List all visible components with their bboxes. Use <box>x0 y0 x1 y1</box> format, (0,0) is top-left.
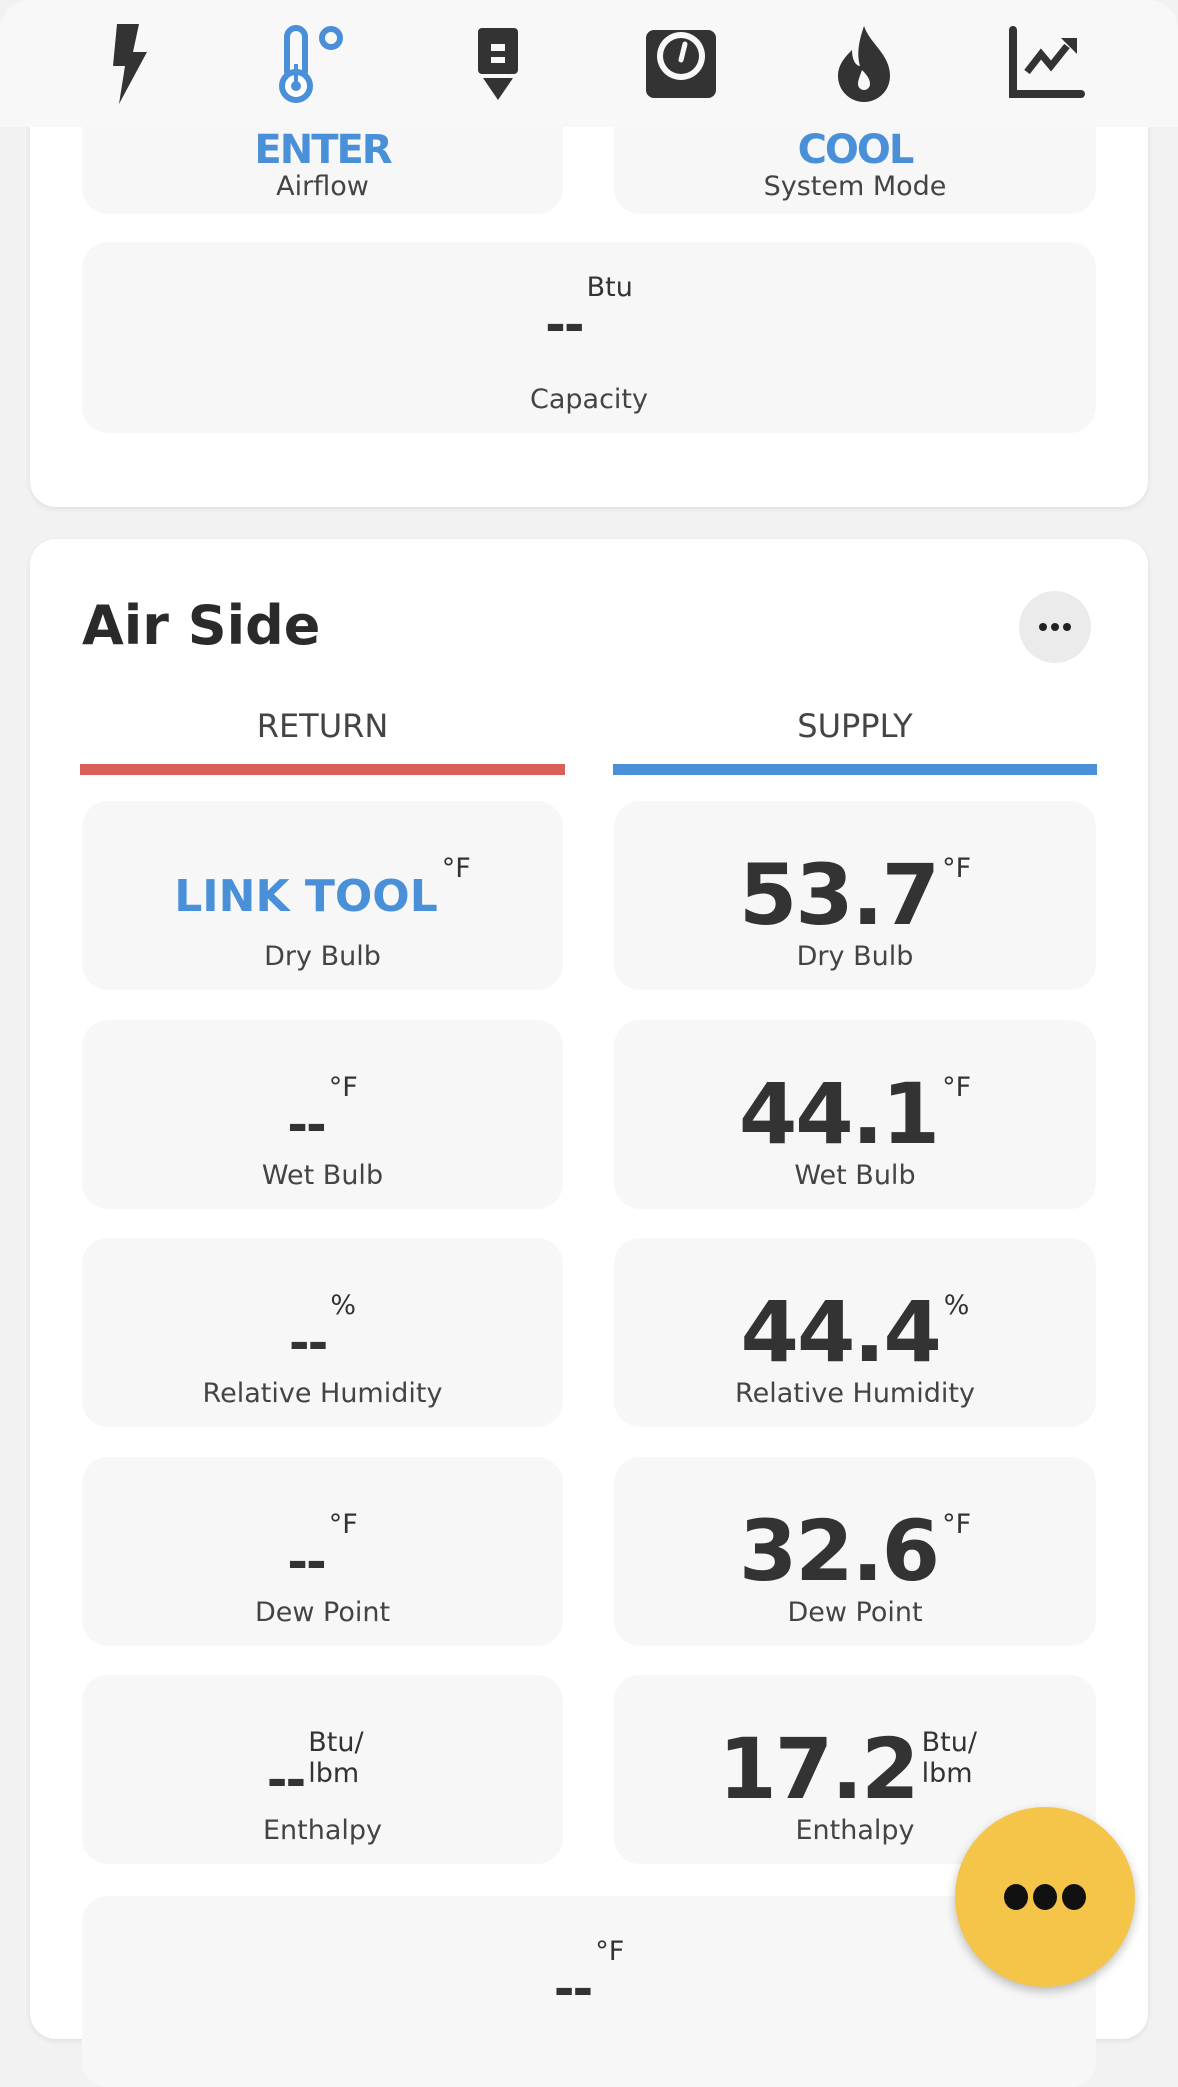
return-value: -- <box>266 1751 306 1809</box>
supply-wet-bulb-tile[interactable]: 44.1 °F Wet Bulb <box>614 1019 1096 1209</box>
bottom-tile[interactable]: -- °F <box>82 1896 1096 2087</box>
system-mode-value: COOL <box>797 127 915 173</box>
supply-label: Relative Humidity <box>735 1378 975 1409</box>
return-unit: °F <box>441 853 471 884</box>
supply-dew-point-tile[interactable]: 32.6 °F Dew Point <box>614 1456 1096 1646</box>
supply-enthalpy-tile[interactable]: 17.2 Btu/ lbm Enthalpy <box>614 1675 1096 1864</box>
bolt-icon[interactable] <box>92 23 172 104</box>
flame-icon[interactable] <box>824 24 904 104</box>
return-unit: Btu/ lbm <box>308 1727 364 1790</box>
return-label: Enthalpy <box>262 1815 383 1846</box>
supply-relative-humidity-tile[interactable]: 44.4% Relative Humidity <box>614 1238 1096 1427</box>
airflow-label: Airflow <box>276 171 369 202</box>
supply-unit: % <box>943 1290 970 1321</box>
return-relative-humidity-tile[interactable]: --% Relative Humidity <box>82 1238 563 1427</box>
probe-download-icon[interactable] <box>458 24 538 104</box>
supply-label: Dew Point <box>787 1596 923 1628</box>
return-enthalpy-tile[interactable]: -- Btu/ lbm Enthalpy <box>82 1675 563 1864</box>
supply-value: 44.4 <box>740 1283 942 1381</box>
return-dew-point-tile[interactable]: -- °F Dew Point <box>82 1456 563 1646</box>
return-value: LINK TOOL <box>174 871 438 922</box>
more-options-button[interactable] <box>1019 591 1091 663</box>
dot-icon <box>1033 1884 1057 1910</box>
supply-dry-bulb-tile[interactable]: 53.7 °F Dry Bulb <box>614 801 1096 990</box>
tab-supply[interactable]: SUPPLY <box>613 707 1097 775</box>
return-label: Wet Bulb <box>261 1159 384 1191</box>
return-dry-bulb-tile[interactable]: LINK TOOL °F Dry Bulb <box>82 801 563 990</box>
air-side-title: Air Side <box>82 594 321 657</box>
return-unit: % <box>330 1290 357 1321</box>
supply-label: Wet Bulb <box>794 1159 916 1191</box>
supply-unit: °F <box>942 853 972 884</box>
return-label: Dew Point <box>254 1596 391 1628</box>
return-unit: °F <box>328 1071 358 1103</box>
return-wet-bulb-tile[interactable]: -- °F Wet Bulb <box>82 1019 563 1209</box>
supply-unit: °F <box>942 1508 972 1540</box>
supply-value: 44.1 <box>738 1064 940 1163</box>
return-unit: °F <box>328 1508 358 1540</box>
gauge-icon[interactable] <box>641 24 721 104</box>
capacity-value: -- <box>545 296 584 354</box>
return-label: Dry Bulb <box>264 941 381 972</box>
airflow-value: ENTER <box>254 127 392 173</box>
top-toolbar <box>0 0 1178 127</box>
tab-return-label: RETURN <box>256 707 389 745</box>
bottom-value: -- <box>553 1960 593 2018</box>
supply-label: Enthalpy <box>795 1815 915 1846</box>
dot-icon <box>1004 1884 1028 1910</box>
capacity-unit: Btu <box>586 272 633 303</box>
dot-icon <box>1062 1884 1086 1910</box>
supply-label: Dry Bulb <box>796 941 914 972</box>
air-side-card: Air Side RETURN SUPPLY LINK TOOL °F Dry Bu… <box>30 539 1148 2087</box>
return-value: -- <box>288 1314 328 1372</box>
return-value: -- <box>287 1532 326 1591</box>
supply-unit: °F <box>942 1071 972 1103</box>
supply-value: 53.7 <box>738 846 940 944</box>
return-value: -- <box>287 1095 326 1154</box>
tab-return[interactable]: RETURN <box>80 707 565 775</box>
fab-more-button[interactable] <box>955 1807 1135 1987</box>
supply-unit: Btu/ lbm <box>921 1727 977 1790</box>
capacity-tile[interactable]: -- Btu Capacity <box>82 242 1096 433</box>
thermometer-icon[interactable] <box>275 24 355 104</box>
tab-supply-label: SUPPLY <box>797 707 913 745</box>
system-mode-label: System Mode <box>763 171 947 202</box>
capacity-label: Capacity <box>530 384 648 415</box>
supply-value: 17.2 <box>718 1720 919 1818</box>
chart-icon[interactable] <box>1007 24 1087 104</box>
supply-value: 32.6 <box>738 1501 940 1600</box>
return-label: Relative Humidity <box>202 1378 443 1409</box>
bottom-unit: °F <box>595 1936 625 1967</box>
